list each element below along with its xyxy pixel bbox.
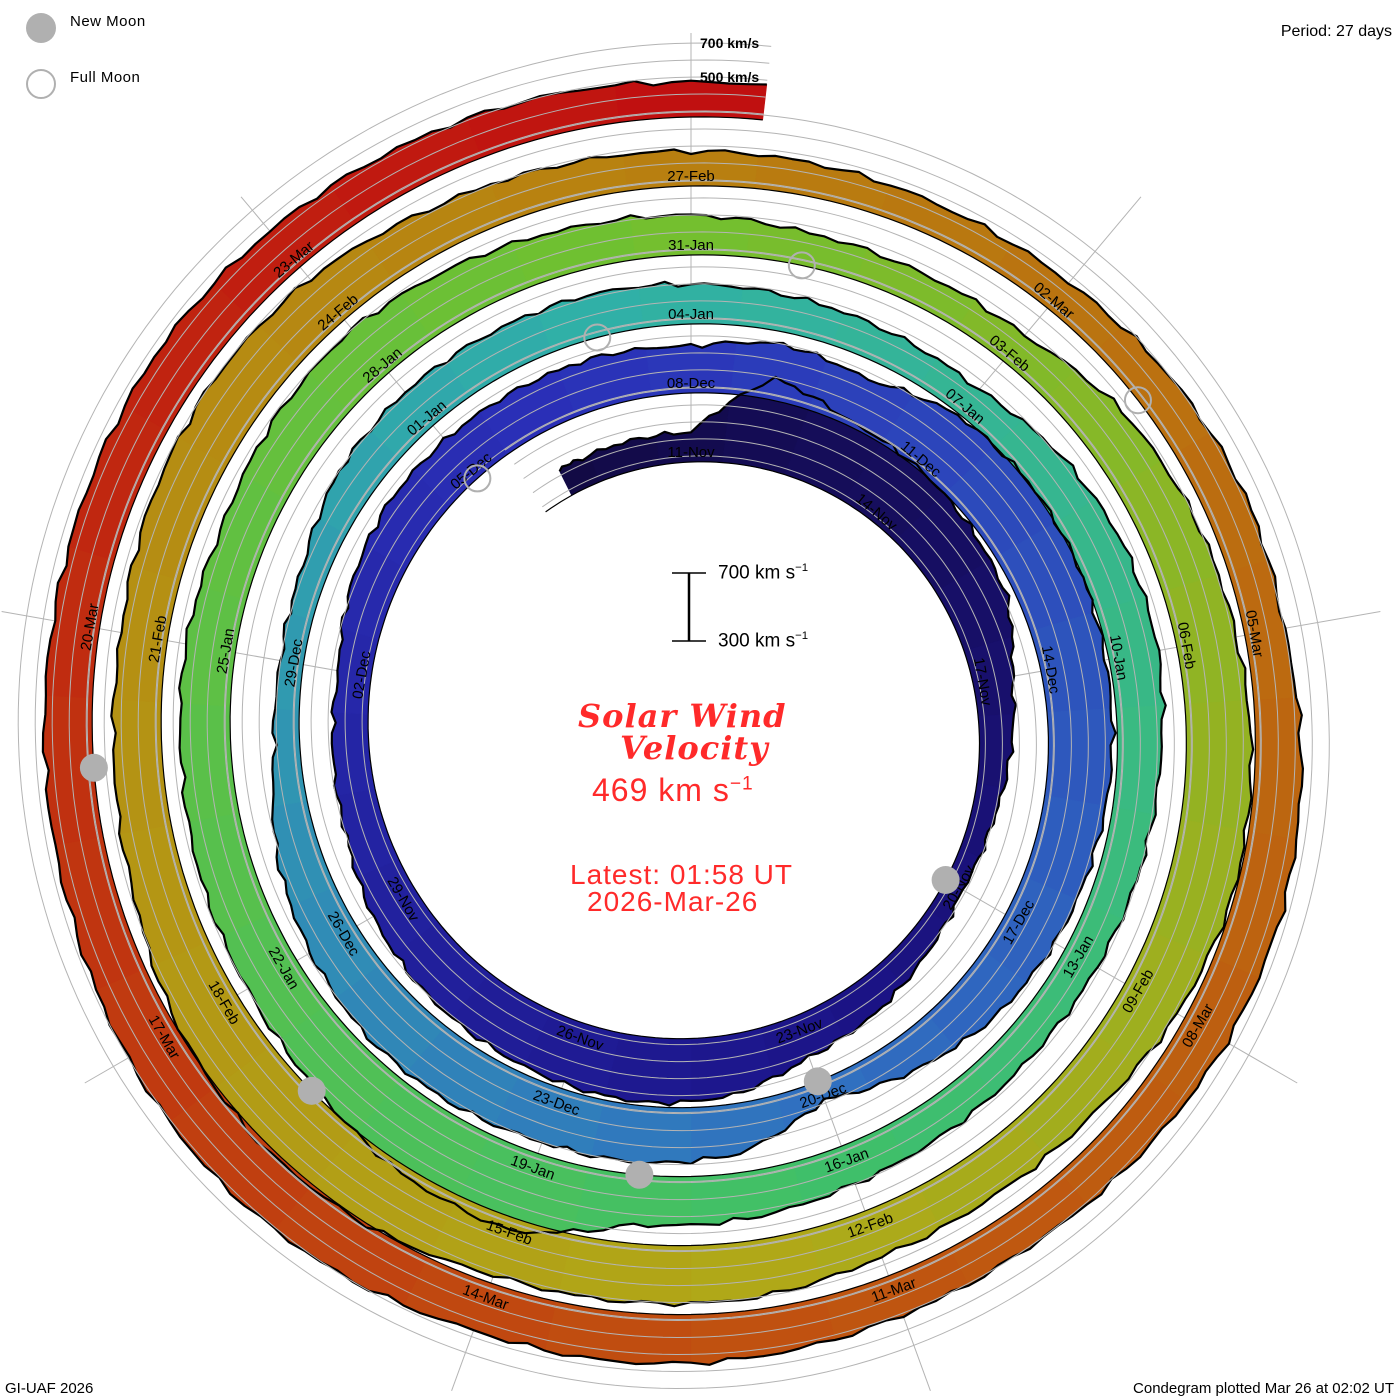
chart-title-line2: Velocity [620, 729, 769, 767]
velocity-bar [976, 713, 1015, 789]
date-label: 08-Dec [667, 375, 716, 392]
velocity-bar [690, 1027, 773, 1102]
date-label: 11-Nov [667, 444, 715, 461]
date-label: 31-Jan [668, 237, 714, 254]
legend-new-moon-label: New Moon [70, 13, 146, 30]
new-moon-icon [803, 1067, 832, 1096]
radial-grid-line [945, 879, 1298, 1084]
velocity-trace [41, 79, 1305, 1366]
full-moon-icon [463, 464, 492, 493]
velocity-bar [590, 1099, 692, 1165]
velocity-bar [959, 783, 1005, 858]
velocity-bar [690, 1295, 836, 1366]
new-moon-icon [625, 1160, 654, 1189]
new-moon-icon [297, 1076, 326, 1105]
velocity-bar [188, 812, 273, 935]
latest-date: 2026-Mar-26 [587, 886, 759, 917]
velocity-bar [271, 800, 336, 906]
footer-plotted: Condegram plotted Mar 26 at 02:02 UT [1133, 1380, 1394, 1397]
velocity-bar [1112, 705, 1167, 816]
velocity-bar [290, 518, 348, 621]
footer-credit: GI-UAF 2026 [5, 1380, 94, 1397]
velocity-grid-spiral [51, 76, 1296, 1356]
latest-time: Latest: 01:58 UT [570, 859, 794, 890]
velocity-grid-spiral [34, 59, 1313, 1373]
chart-title-line1: Solar Wind [578, 697, 787, 735]
period-label: Period: 27 days [1280, 23, 1392, 40]
velocity-grid-spiral [85, 110, 1262, 1322]
full-moon-icon [787, 251, 816, 280]
full-moon-icon [583, 323, 612, 352]
velocity-bar [614, 80, 768, 123]
velocity-grid-spiral [17, 42, 1330, 1390]
current-velocity: 469 km s−1 [592, 772, 754, 808]
scale-bar-bottom-label: 300 km s−1 [718, 630, 809, 652]
new-moon-icon [931, 866, 960, 894]
velocity-grid-spiral [68, 93, 1279, 1339]
scale-bar-top-label: 700 km s−1 [718, 562, 809, 584]
velocity-bar [112, 565, 181, 703]
date-label: 04-Jan [668, 306, 714, 323]
new-moon-icon [79, 753, 108, 782]
full-moon-icon [1123, 386, 1152, 415]
ref-label-500: 500 km/s [700, 69, 760, 85]
velocity-bar [855, 247, 977, 329]
ref-label-700: 700 km/s [700, 35, 760, 51]
legend-full-moon-label: Full Moon [70, 69, 141, 86]
date-label: 27-Feb [667, 168, 715, 185]
baseline-spiral [91, 116, 1256, 1316]
